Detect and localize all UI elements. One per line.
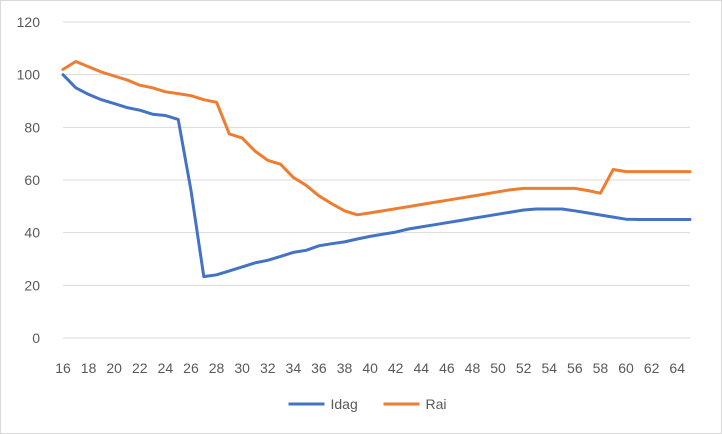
x-tick-label-18: 18 bbox=[81, 360, 97, 376]
y-tick-label-100: 100 bbox=[17, 67, 41, 83]
y-tick-label-40: 40 bbox=[24, 225, 40, 241]
y-tick-labels: 0 20 40 60 80 100 120 bbox=[17, 14, 41, 346]
x-tick-label-48: 48 bbox=[465, 360, 481, 376]
x-tick-label-44: 44 bbox=[413, 360, 429, 376]
x-tick-label-32: 32 bbox=[260, 360, 276, 376]
x-tick-label-30: 30 bbox=[234, 360, 250, 376]
series-line-idag bbox=[61, 73, 692, 279]
x-tick-label-16: 16 bbox=[55, 360, 71, 376]
x-tick-label-50: 50 bbox=[490, 360, 506, 376]
x-tick-label-64: 64 bbox=[669, 360, 685, 376]
y-tick-label-120: 120 bbox=[17, 14, 41, 30]
legend-label-idag: Idag bbox=[331, 396, 358, 412]
legend-item-idag: Idag bbox=[288, 396, 358, 412]
series-line-rai bbox=[61, 60, 692, 217]
x-tick-label-38: 38 bbox=[337, 360, 353, 376]
x-tick-label-24: 24 bbox=[158, 360, 174, 376]
x-tick-label-60: 60 bbox=[618, 360, 634, 376]
x-tick-label-42: 42 bbox=[388, 360, 404, 376]
x-tick-label-36: 36 bbox=[311, 360, 327, 376]
x-tick-label-28: 28 bbox=[209, 360, 225, 376]
x-tick-label-20: 20 bbox=[106, 360, 122, 376]
x-tick-label-26: 26 bbox=[183, 360, 199, 376]
x-tick-label-58: 58 bbox=[593, 360, 609, 376]
x-tick-label-52: 52 bbox=[516, 360, 532, 376]
x-tick-labels: 16 18 20 22 24 26 28 30 32 34 36 38 40 42 44 46 48 50 52 54… bbox=[55, 360, 685, 376]
y-tick-label-80: 80 bbox=[24, 119, 40, 135]
x-tick-label-54: 54 bbox=[541, 360, 557, 376]
y-tick-label-60: 60 bbox=[24, 172, 40, 188]
y-tick-label-20: 20 bbox=[24, 277, 40, 293]
legend-item-rai: Rai bbox=[383, 396, 447, 412]
x-tick-label-40: 40 bbox=[362, 360, 378, 376]
legend-label-rai: Rai bbox=[426, 396, 447, 412]
series-lines bbox=[61, 60, 692, 279]
legend: Idag Rai bbox=[288, 396, 447, 412]
x-tick-label-22: 22 bbox=[132, 360, 148, 376]
y-tick-label-0: 0 bbox=[32, 330, 40, 346]
x-tick-label-62: 62 bbox=[644, 360, 660, 376]
x-tick-label-56: 56 bbox=[567, 360, 583, 376]
x-tick-label-46: 46 bbox=[439, 360, 455, 376]
x-tick-label-34: 34 bbox=[286, 360, 302, 376]
gridlines bbox=[63, 21, 690, 286]
